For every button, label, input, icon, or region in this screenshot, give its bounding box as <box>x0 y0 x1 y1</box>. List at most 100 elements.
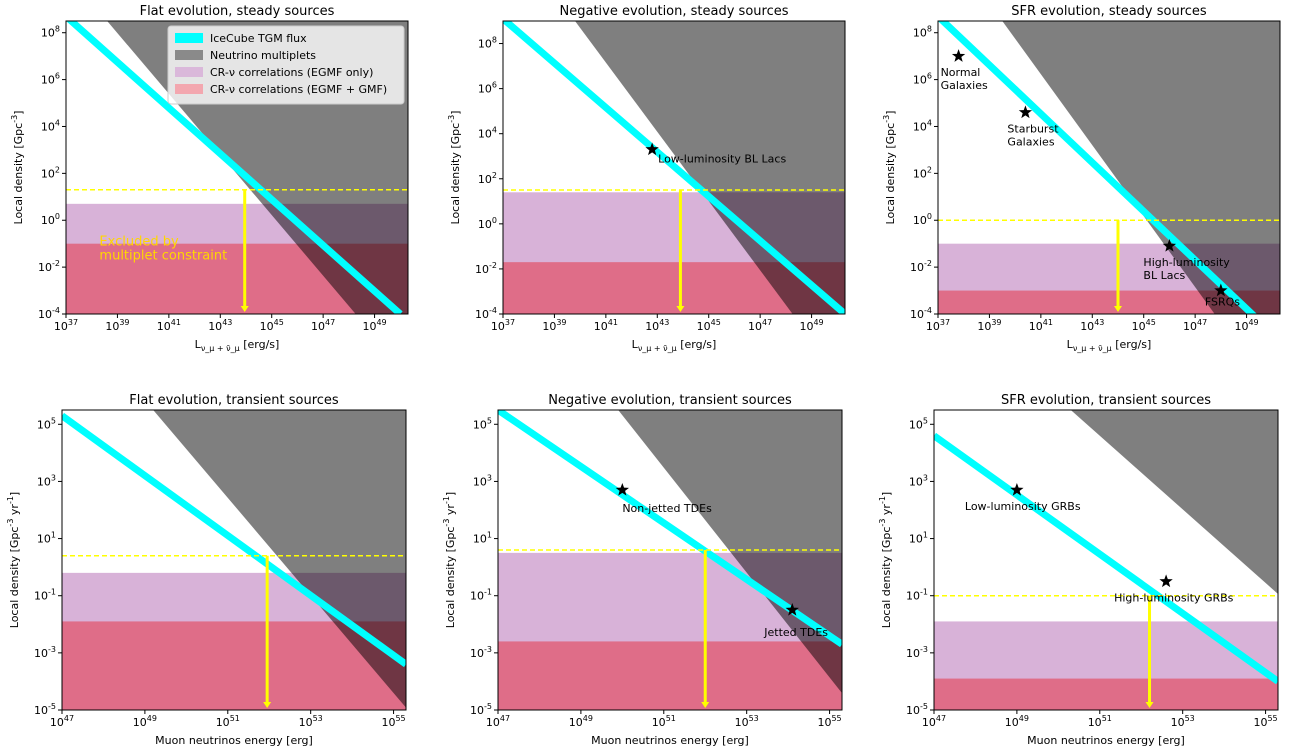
chart-title: Flat evolution, steady sources <box>140 4 335 19</box>
x-axis-label: Muon neutrinos energy [erg] <box>591 734 749 747</box>
y-tick-label: 10-2 <box>475 261 497 276</box>
x-tick-label: 1047 <box>1183 318 1207 333</box>
y-tick-label: 108 <box>913 25 932 40</box>
x-tick-label: 1047 <box>50 714 74 729</box>
legend: IceCube TGM flux Neutrino multiplets CR-ν … <box>167 25 405 105</box>
y-tick-label: 103 <box>909 473 928 488</box>
axes-frame <box>937 20 1281 315</box>
y-tick-label: 10-3 <box>34 645 56 660</box>
y-tick-label: 10-5 <box>906 702 928 717</box>
x-tick-label: 1049 <box>799 318 823 333</box>
legend-swatch <box>175 33 203 43</box>
y-tick-label: 10-5 <box>34 702 56 717</box>
y-axis-label: Local density [Gpc-3] <box>882 111 897 225</box>
source-label: Jetted TDEs <box>763 626 828 639</box>
y-tick-label: 10-4 <box>475 306 497 321</box>
axes-frame <box>65 20 409 315</box>
y-tick-label: 106 <box>478 81 497 96</box>
x-tick-label: 1043 <box>1080 318 1104 333</box>
x-tick-label: 1049 <box>1005 714 1029 729</box>
source-marker <box>1214 283 1228 297</box>
legend-swatch <box>175 67 203 77</box>
source-marker <box>1010 483 1024 496</box>
tgm-flux-line <box>498 410 842 648</box>
chart-panel-4: Flat evolution, transient sources 1047 104… <box>6 393 407 747</box>
multiplets-region <box>618 410 842 694</box>
y-tick-label: 108 <box>41 25 60 40</box>
x-tick-label: 1045 <box>1132 318 1156 333</box>
source-marker <box>1162 239 1177 252</box>
tgm-flux-line <box>62 412 406 668</box>
chart-panel-2: Low-luminosity BL Lacs Negative evolution… <box>447 4 846 353</box>
y-tick-label: 101 <box>909 531 928 546</box>
multiplets-region <box>575 21 845 314</box>
source-marker <box>1018 105 1033 119</box>
x-tick-label: 1047 <box>748 318 772 333</box>
egmf-gmf-band <box>498 641 842 710</box>
chart-title: Negative evolution, transient sources <box>548 393 792 408</box>
y-tick-label: 108 <box>478 36 497 51</box>
x-tick-label: 1053 <box>1171 714 1195 729</box>
source-label: FSRQs <box>1205 296 1240 309</box>
tgm-flux-line <box>503 21 845 314</box>
x-tick-label: 1055 <box>1253 714 1277 729</box>
exclusion-arrow-head <box>676 306 685 312</box>
x-tick-label: 1041 <box>594 318 618 333</box>
y-axis-label: Local density [Gpc-3 yr-1] <box>6 492 21 628</box>
y-tick-label: 105 <box>909 416 928 431</box>
chart-title: SFR evolution, transient sources <box>1001 393 1211 408</box>
x-tick-label: 1055 <box>817 714 841 729</box>
y-tick-label: 100 <box>478 216 497 231</box>
tgm-flux-line <box>938 21 1258 314</box>
y-tick-label: 102 <box>41 165 60 180</box>
x-tick-label: 1039 <box>542 318 566 333</box>
source-label: Galaxies <box>1007 135 1054 148</box>
exclusion-arrow-head <box>1145 702 1154 708</box>
y-tick-label: 10-1 <box>906 588 928 603</box>
tgm-flux-line <box>934 432 1278 685</box>
source-label: Normal <box>941 66 981 79</box>
y-axis-label: Local density [Gpc-3] <box>10 111 25 225</box>
x-axis-label: Muon neutrinos energy [erg] <box>1027 734 1185 747</box>
x-tick-label: 1037 <box>491 318 515 333</box>
y-tick-label: 102 <box>913 165 932 180</box>
excluded-annotation: Excluded by <box>99 235 179 250</box>
axes-frame <box>61 409 407 711</box>
chart-panel-6: Low-luminosity GRBs High-luminosity GRBs S… <box>878 393 1279 747</box>
y-tick-label: 105 <box>37 416 56 431</box>
legend-label: IceCube TGM flux <box>210 32 307 45</box>
y-tick-label: 10-3 <box>906 645 928 660</box>
y-tick-label: 104 <box>913 118 932 133</box>
x-tick-label: 1041 <box>157 318 181 333</box>
egmf-gmf-band <box>934 678 1278 710</box>
x-axis-label: Lν_μ + ν̄_μ [erg/s] <box>195 338 280 353</box>
x-tick-label: 1049 <box>362 318 386 333</box>
y-tick-label: 10-5 <box>470 702 492 717</box>
legend-label: CR-ν correlations (EGMF + GMF) <box>210 83 387 96</box>
x-tick-label: 1049 <box>569 714 593 729</box>
source-label: High-luminosity GRBs <box>1114 591 1234 604</box>
x-tick-label: 1051 <box>1088 714 1112 729</box>
source-label: Low-luminosity BL Lacs <box>658 152 786 165</box>
source-label: High-luminosity <box>1143 256 1230 269</box>
tgm-flux-line <box>66 21 403 314</box>
source-marker <box>951 49 966 62</box>
source-marker <box>1159 574 1173 588</box>
legend-swatch <box>175 84 203 94</box>
x-tick-label: 1043 <box>645 318 669 333</box>
chart-panel-5: Non-jetted TDEs Jetted TDEs Negative evolu… <box>442 393 843 747</box>
exclusion-arrow-head <box>1114 306 1122 312</box>
multiplets-region <box>1070 410 1278 594</box>
x-tick-label: 1037 <box>54 318 78 333</box>
x-tick-label: 1047 <box>922 714 946 729</box>
y-tick-label: 103 <box>37 473 56 488</box>
x-axis-label: Muon neutrinos energy [erg] <box>155 734 313 747</box>
legend-label: CR-ν correlations (EGMF only) <box>210 66 373 79</box>
source-marker <box>785 603 799 616</box>
axes-frame <box>933 409 1279 711</box>
exclusion-arrow-head <box>701 702 710 708</box>
x-tick-label: 1051 <box>216 714 240 729</box>
x-tick-label: 1045 <box>260 318 284 333</box>
y-tick-label: 10-1 <box>470 588 492 603</box>
